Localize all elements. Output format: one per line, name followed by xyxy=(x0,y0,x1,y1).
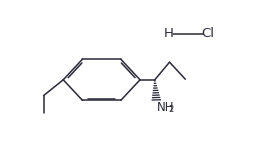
Text: H: H xyxy=(164,27,173,40)
Text: NH: NH xyxy=(157,101,175,114)
Text: Cl: Cl xyxy=(201,27,214,40)
Text: 2: 2 xyxy=(169,105,174,114)
